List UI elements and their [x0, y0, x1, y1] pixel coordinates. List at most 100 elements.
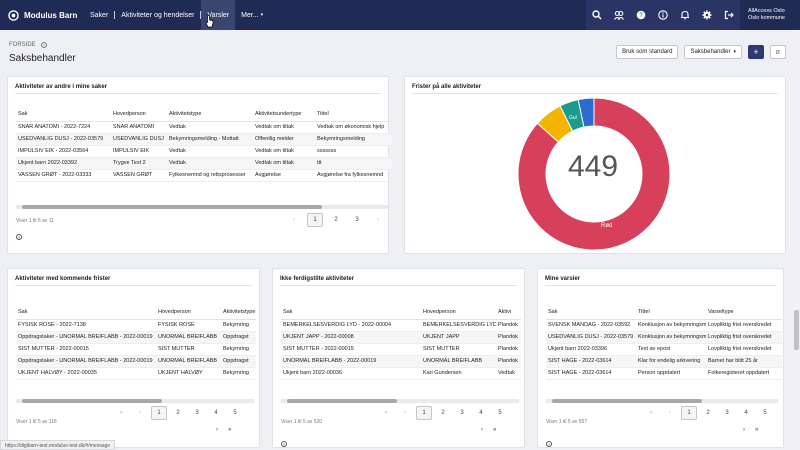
scrollbar-thumb[interactable] [287, 399, 397, 403]
table-row[interactable]: UKJENT HALVØY - 2022-00035 UKJENT HALVØY B… [16, 367, 256, 380]
table-row[interactable]: Oppdragstaker - UNORMAL BREIFLABB - 2022… [16, 331, 256, 344]
prev-page-button[interactable]: ‹ [669, 410, 671, 416]
page-3-button[interactable]: 3 [725, 410, 729, 416]
first-page-button[interactable]: « [384, 410, 388, 416]
help-icon[interactable]: ? [630, 0, 652, 30]
vertical-scrollbar[interactable] [793, 30, 800, 450]
column-header[interactable]: Tittel [315, 107, 392, 122]
table-row[interactable]: FYSISK ROSE - 2022-7138 FYSISK ROSE Bekymr… [16, 319, 256, 332]
page-5-button[interactable]: 5 [233, 410, 237, 416]
prev-page-button[interactable]: ‹ [404, 410, 406, 416]
page-2-button[interactable]: 2 [334, 217, 338, 223]
role-dropdown[interactable]: Saksbehandler ▾ [684, 45, 742, 59]
column-header[interactable]: Hovedperson [156, 305, 221, 320]
table-row[interactable]: Ukjent barn 2022-03392 Trygve Test 2 Vedta… [16, 157, 392, 170]
scrollbar-thumb[interactable] [22, 399, 162, 403]
scrollbar-thumb[interactable] [794, 310, 799, 350]
page-5-button[interactable]: 5 [763, 410, 767, 416]
page-3-button[interactable]: 3 [195, 410, 199, 416]
bell-icon[interactable] [674, 0, 696, 30]
column-header[interactable]: Sak [281, 305, 421, 320]
nav-aktiviteter[interactable]: Aktiviteter og hendelser [121, 11, 195, 19]
table-row[interactable]: SIST MUTTER - 2022-00015 SIST MUTTER Bekym… [16, 343, 256, 356]
page-3-button[interactable]: 3 [355, 217, 359, 223]
table-row[interactable]: UNORMAL BREIFLABB - 2022-00019 UNORMAL BR… [281, 355, 521, 368]
column-header[interactable]: Aktivitetsundertype [253, 107, 315, 122]
table-row[interactable]: SIST MUTTER - 2022-00015 SIST MUTTER Pland… [281, 343, 521, 356]
search-icon[interactable] [586, 0, 608, 30]
brand[interactable]: Modulus Barn [0, 9, 80, 21]
donut-slice-rød[interactable] [517, 97, 671, 251]
prev-page-button[interactable]: ‹ [139, 410, 141, 416]
table-row[interactable]: UKJENT JAPP - 2022-00008 UKJENT JAPP Pland… [281, 331, 521, 344]
column-header[interactable]: Tittel [636, 305, 706, 320]
table-row[interactable]: SNAR ANATOMI - 2022-7224 SNAR ANATOMI Vedt… [16, 121, 392, 134]
add-button[interactable]: + [748, 45, 764, 59]
help-icon[interactable]: ? [546, 441, 552, 447]
column-header[interactable]: Aktivitetstype [221, 305, 256, 320]
horizontal-scrollbar[interactable] [16, 205, 388, 209]
table-row[interactable]: SIST HAGE - 2022-03614 Person oppdatert Fo… [546, 367, 782, 380]
horizontal-scrollbar[interactable] [281, 399, 519, 403]
scrollbar-thumb[interactable] [22, 205, 322, 209]
table-row[interactable]: SVENSK MANDAG - 2022-03592 Konklusjon av … [546, 319, 782, 332]
info-icon[interactable] [652, 0, 674, 30]
column-header[interactable]: Hovedperson [421, 305, 496, 320]
use-as-default-button[interactable]: Bruk som standard [616, 45, 679, 59]
page-1-button[interactable]: 1 [416, 406, 432, 420]
page-1-button[interactable]: 1 [151, 406, 167, 420]
last-page-button[interactable]: » [755, 427, 759, 433]
page-1-button[interactable]: 1 [307, 213, 323, 227]
page-3-button[interactable]: 3 [460, 410, 464, 416]
nav-saker[interactable]: Saker [90, 11, 109, 19]
horizontal-scrollbar[interactable] [546, 399, 778, 403]
help-icon[interactable]: ? [281, 441, 287, 447]
scrollbar-thumb[interactable] [552, 399, 702, 403]
column-header[interactable]: Sak [16, 107, 111, 122]
prev-page-button[interactable]: ‹ [293, 217, 295, 223]
table-row[interactable]: VASSEN GRØT - 2022-03333 VASSEN GRØT Fylke… [16, 169, 392, 182]
breadcrumb-label[interactable]: FORSIDE [9, 42, 36, 48]
page-5-button[interactable]: 5 [498, 410, 502, 416]
next-page-button[interactable]: › [377, 217, 379, 223]
page-2-button[interactable]: 2 [441, 410, 445, 416]
users-icon[interactable] [608, 0, 630, 30]
column-header[interactable]: Sak [546, 305, 636, 320]
table-row[interactable]: SIST HAGE - 2022-03614 Klar for endelig a… [546, 355, 782, 368]
page-1-button[interactable]: 1 [681, 406, 697, 420]
next-page-button[interactable]: › [481, 427, 483, 433]
table-row[interactable]: USEDVANLIG DUSJ - 2022-03579 USEDVANLIG D… [16, 133, 392, 146]
column-header[interactable]: Varseltype [706, 305, 782, 320]
table-row[interactable]: Oppdragstaker - UNORMAL BREIFLABB - 2022… [16, 355, 256, 368]
first-page-button[interactable]: « [119, 410, 123, 416]
page-4-button[interactable]: 4 [214, 410, 218, 416]
next-page-button[interactable]: › [743, 427, 745, 433]
user-info[interactable]: AllAccess Oslo Oslo kommune [740, 8, 800, 22]
column-header[interactable]: Hovedperson [111, 107, 167, 122]
first-page-button[interactable]: « [649, 410, 653, 416]
column-header[interactable]: Aktivi [496, 305, 521, 320]
page-4-button[interactable]: 4 [744, 410, 748, 416]
last-page-button[interactable]: » [493, 427, 497, 433]
help-icon[interactable]: ? [40, 42, 47, 48]
next-page-button[interactable]: › [216, 427, 218, 433]
column-header[interactable]: Aktivitetstype [167, 107, 253, 122]
horizontal-scrollbar[interactable] [16, 399, 254, 403]
column-header[interactable]: Sak [16, 305, 156, 320]
donut-slice-blå[interactable] [577, 97, 595, 128]
table-row[interactable]: Ukjent barn 2022-03396 Test av epost Lovpl… [546, 343, 782, 356]
last-page-button[interactable]: » [228, 427, 232, 433]
page-4-button[interactable]: 4 [479, 410, 483, 416]
logout-icon[interactable] [718, 0, 740, 30]
page-2-button[interactable]: 2 [706, 410, 710, 416]
table-row[interactable]: IMPULSIV EIK - 2022-03564 IMPULSIV EIK Ved… [16, 145, 392, 158]
page-2-button[interactable]: 2 [176, 410, 180, 416]
nav-mer[interactable]: Mer... ▾ [235, 0, 269, 30]
table-row[interactable]: USEDVANLIG DUSJ - 2022-03579 Konklusjon a… [546, 331, 782, 344]
edit-button[interactable] [770, 45, 786, 59]
table-row[interactable]: Ukjent barn 2022-00036 Kari Gundersen Vedt… [281, 367, 521, 380]
gear-icon[interactable] [696, 0, 718, 30]
help-icon[interactable]: ? [16, 234, 22, 240]
table-row[interactable]: BEMERKELSESVERDIG LYD - 2022-00004 BEMERK… [281, 319, 521, 332]
nav-varsler[interactable]: Varsler [201, 0, 236, 30]
